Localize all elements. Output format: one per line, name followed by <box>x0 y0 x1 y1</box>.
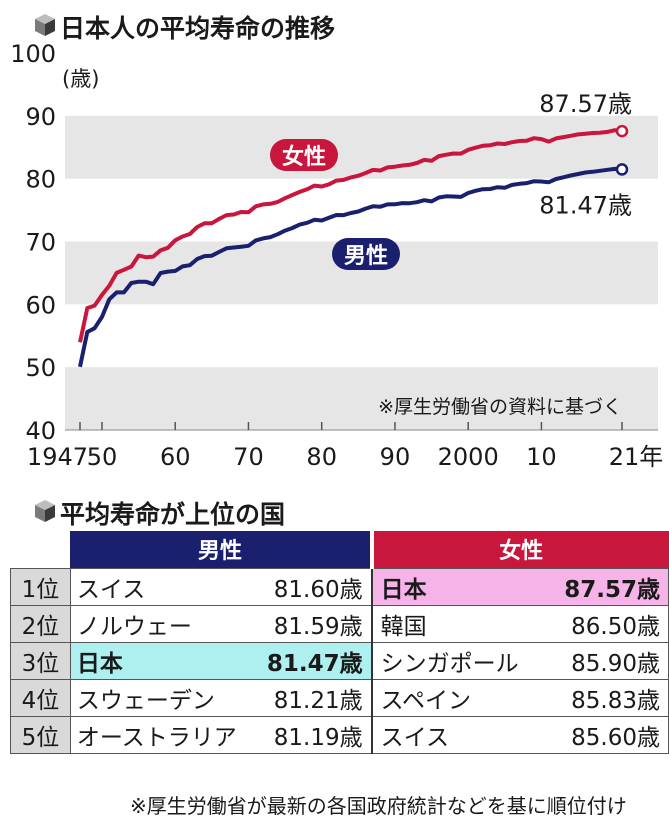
series-label: 女性 <box>282 144 326 170</box>
x-tick-label: 60 <box>160 443 191 471</box>
female-country: 日本 <box>371 567 537 606</box>
male-country: オーストラリア <box>70 715 237 754</box>
male-country: スイス <box>70 567 237 606</box>
female-country: スイス <box>371 715 537 754</box>
male-value: 81.60歳 <box>236 567 373 606</box>
table-row: 4位 スウェーデン 81.21歳 スペイン 85.83歳 <box>10 678 669 717</box>
y-tick-label: 70 <box>25 229 56 257</box>
rank-cell: 1位 <box>10 567 71 606</box>
female-value: 85.83歳 <box>536 678 669 717</box>
series-label: 男性 <box>344 244 388 269</box>
series-line <box>78 166 623 368</box>
ranking-table: 男性 女性 1位 スイス 81.60歳 日本 87.57歳 2位 ノルウェー 8… <box>10 531 669 754</box>
table-row: 2位 ノルウェー 81.59歳 韓国 86.50歳 <box>10 604 669 643</box>
female-value: 87.57歳 <box>536 567 669 606</box>
series-lines <box>78 124 629 368</box>
male-country: ノルウェー <box>70 604 237 643</box>
y-tick-label: 80 <box>25 166 56 194</box>
female-value: 85.60歳 <box>536 715 669 754</box>
male-value: 81.47歳 <box>236 641 373 680</box>
series-end-label: 87.57歳 <box>539 90 632 118</box>
y-tick-label: 40 <box>25 417 56 445</box>
rank-cell: 4位 <box>10 678 71 717</box>
male-value: 81.21歳 <box>236 678 373 717</box>
grid-bands <box>65 115 658 431</box>
y-tick-label: 60 <box>25 291 56 319</box>
x-tick-label: 2000 <box>438 443 499 471</box>
table-row: 1位 スイス 81.60歳 日本 87.57歳 <box>10 567 669 606</box>
series-end-label: 81.47歳 <box>539 191 632 219</box>
table-footnote: ※厚生労働省が最新の各国政府統計などを基に順位付け <box>130 794 627 818</box>
male-country: スウェーデン <box>70 678 237 717</box>
x-tick-label: 1947 <box>27 443 88 471</box>
header-female: 女性 <box>371 531 669 568</box>
grid-band <box>65 115 658 179</box>
female-country: 韓国 <box>371 604 537 643</box>
x-tick-label: 50 <box>87 443 118 471</box>
table-header-row: 男性 女性 <box>10 531 669 568</box>
grid-band <box>65 367 658 430</box>
y-tick-label: 90 <box>25 103 56 131</box>
male-value: 81.19歳 <box>236 715 373 754</box>
x-tick-label: 90 <box>380 443 411 471</box>
series-end-marker <box>615 163 629 176</box>
rank-cell: 3位 <box>10 641 71 680</box>
female-value: 85.90歳 <box>536 641 669 680</box>
x-tick-label: 70 <box>233 443 264 471</box>
rank-cell: 2位 <box>10 604 71 643</box>
series-end-marker <box>615 124 629 138</box>
header-spacer <box>10 531 71 568</box>
female-country: スペイン <box>371 678 537 717</box>
series-label-pill <box>332 238 400 270</box>
female-country: シンガポール <box>371 641 537 680</box>
rank-cell: 5位 <box>10 715 71 754</box>
female-value: 86.50歳 <box>536 604 669 643</box>
x-tick-label: 80 <box>306 443 337 471</box>
x-tick-label: 10 <box>526 443 557 471</box>
y-axis-unit: (歳) <box>62 67 99 91</box>
cube-icon <box>35 500 55 522</box>
chart-title: 日本人の平均寿命の推移 <box>60 14 336 43</box>
series-line <box>78 128 623 343</box>
table-row: 5位 オーストラリア 81.19歳 スイス 85.60歳 <box>10 715 669 754</box>
x-tick-label: 21年 <box>609 443 664 471</box>
y-tick-label: 50 <box>25 354 56 382</box>
male-country: 日本 <box>70 641 237 680</box>
y-axis-ticks: 40 50 60 70 80 90 100 <box>10 40 56 445</box>
cube-icon <box>35 14 55 36</box>
y-tick-label: 100 <box>10 40 56 68</box>
table-title: 平均寿命が上位の国 <box>60 500 286 529</box>
header-male: 男性 <box>70 531 374 568</box>
series-label-pill <box>270 139 338 171</box>
table-row: 3位 日本 81.47歳 シンガポール 85.90歳 <box>10 641 669 680</box>
source-note: ※厚生労働省の資料に基づく <box>378 396 622 418</box>
male-value: 81.59歳 <box>236 604 373 643</box>
